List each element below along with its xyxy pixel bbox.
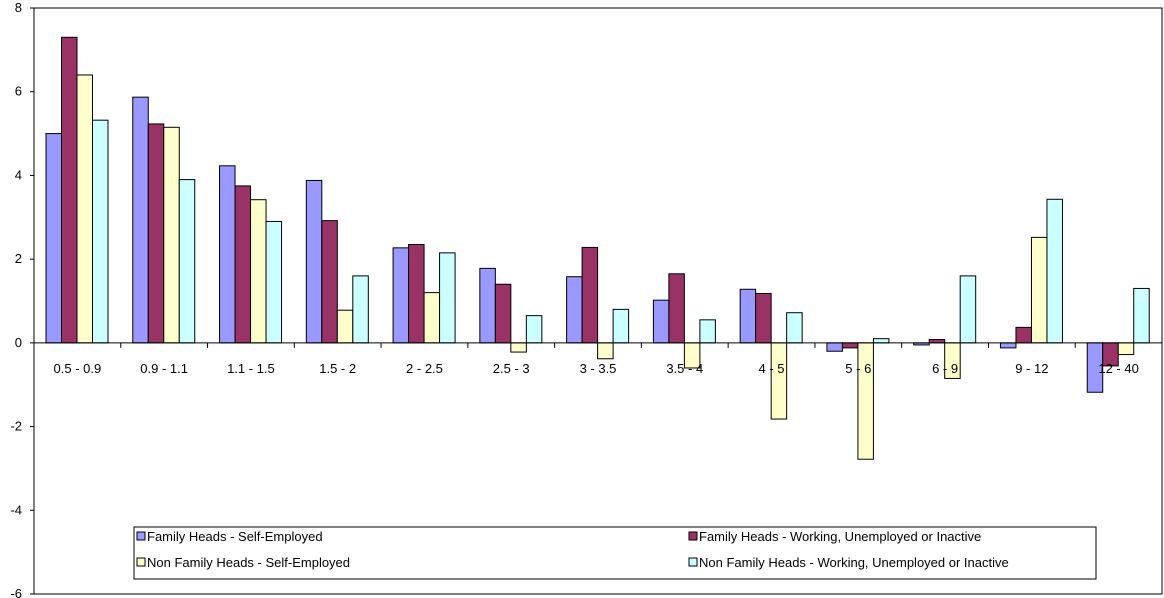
bar-3-9: [872, 338, 890, 344]
x-tick-label: 2 - 2.5: [406, 361, 443, 376]
bar-1-3: [321, 220, 338, 344]
y-tick-label: 2: [15, 251, 22, 266]
legend-swatch: [136, 531, 146, 541]
legend-swatch: [688, 557, 698, 567]
bar-1-10: [928, 339, 946, 344]
legend-swatch: [688, 531, 698, 541]
bar-3-7: [699, 319, 716, 344]
legend-label: Non Family Heads - Working, Unemployed o…: [699, 555, 1009, 570]
x-tick-label: 1.1 - 1.5: [227, 361, 275, 376]
bar-3-4: [439, 252, 456, 344]
bar-1-0: [61, 36, 78, 344]
bar-2-1: [163, 126, 180, 344]
bar-3-5: [525, 315, 543, 344]
bar-3-8: [786, 312, 803, 344]
bar-3-11: [1046, 198, 1063, 344]
bar-0-6: [566, 276, 583, 344]
bar-3-12: [1133, 287, 1150, 344]
bar-0-0: [45, 133, 62, 344]
legend: Family Heads - Self-Employed Family Heads…: [133, 526, 1097, 580]
y-tick-label: 4: [15, 167, 22, 182]
bar-0-4: [392, 247, 410, 344]
x-tick-label: 12 - 40: [1098, 361, 1138, 376]
bar-1-7: [668, 273, 685, 344]
bar-1-9: [841, 342, 859, 349]
legend-swatch: [136, 557, 146, 567]
y-tick-label: -6: [10, 586, 22, 598]
bar-0-5: [479, 267, 496, 344]
bar-0-7: [652, 299, 670, 344]
x-tick-label: 0.9 - 1.1: [140, 361, 188, 376]
bar-1-1: [147, 123, 165, 344]
bar-0-11: [999, 342, 1017, 349]
y-tick-label: 8: [15, 0, 22, 15]
legend-label: Family Heads - Self-Employed: [147, 529, 323, 544]
bar-2-0: [76, 74, 93, 344]
bar-2-3: [336, 309, 354, 344]
legend-label: Non Family Heads - Self-Employed: [147, 555, 350, 570]
bar-1-8: [755, 292, 772, 344]
bar-1-4: [408, 243, 425, 344]
bar-3-3: [352, 275, 369, 344]
bar-2-6: [597, 342, 614, 360]
x-tick-label: 2.5 - 3: [493, 361, 530, 376]
bar-3-0: [92, 119, 109, 344]
x-tick-label: 9 - 12: [1015, 361, 1048, 376]
bar-3-6: [612, 308, 630, 344]
y-tick-label: -4: [10, 502, 22, 517]
bar-2-12: [1117, 342, 1135, 356]
legend-label: Family Heads - Working, Unemployed or In…: [699, 529, 981, 544]
bar-0-9: [826, 342, 843, 352]
bar-0-3: [305, 179, 323, 344]
bar-2-2: [250, 199, 267, 344]
x-tick-label: 0.5 - 0.9: [54, 361, 102, 376]
y-tick-label: -2: [10, 419, 22, 434]
bar-2-5: [510, 342, 527, 353]
bars-group: [45, 36, 1150, 460]
y-axis: 8 6 4 2 0 -2 -4 -6: [10, 0, 34, 598]
y-tick-label: 0: [15, 335, 22, 350]
bar-1-5: [494, 283, 512, 344]
legend-box: [133, 526, 1097, 580]
bar-1-11: [1015, 326, 1032, 344]
bar-2-8: [770, 342, 788, 420]
bar-1-6: [581, 246, 599, 344]
x-axis-labels: 0.5 - 0.9 0.9 - 1.1 1.1 - 1.5 1.5 - 2 2 - 2.…: [33, 342, 1163, 376]
bar-2-4: [423, 292, 441, 344]
bar-0-2: [219, 165, 236, 344]
x-tick-label: 3.5 - 4: [666, 361, 703, 376]
bar-1-2: [234, 185, 252, 344]
x-tick-label: 6 - 9: [932, 361, 958, 376]
x-tick-label: 1.5 - 2: [319, 361, 356, 376]
bar-0-1: [132, 96, 149, 344]
bar-3-10: [959, 275, 977, 344]
x-tick-label: 3 - 3.5: [580, 361, 617, 376]
x-tick-label: 5 - 6: [845, 361, 871, 376]
y-tick-label: 6: [15, 84, 22, 99]
bar-3-1: [178, 179, 196, 344]
bar-3-2: [265, 220, 283, 344]
bar-0-8: [739, 288, 757, 344]
bar-2-11: [1030, 236, 1048, 344]
x-tick-label: 4 - 5: [759, 361, 785, 376]
